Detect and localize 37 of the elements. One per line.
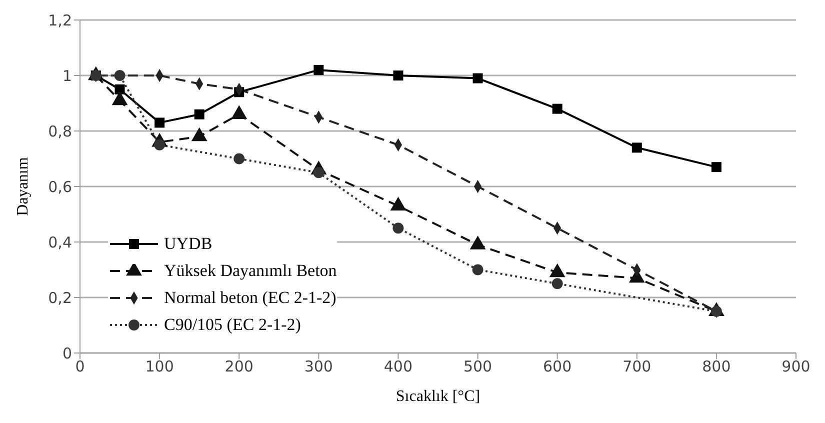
point: [552, 104, 562, 114]
y-axis-title: Dayanım: [14, 156, 32, 216]
x-tick-label: 700: [622, 358, 652, 376]
y-tick-label: 0,2: [48, 288, 72, 307]
x-tick-label: 800: [702, 358, 731, 376]
y-tick-label: 1,2: [48, 11, 72, 30]
point: [472, 73, 483, 84]
y-tick-label: 0,8: [48, 122, 72, 140]
y-tick-label: 0,6: [48, 178, 72, 196]
x-tick-label: 900: [782, 358, 810, 376]
y-tick-label: 0: [62, 344, 72, 362]
point: [114, 84, 125, 94]
point: [194, 109, 204, 120]
point: [154, 118, 165, 128]
point: [393, 70, 404, 80]
x-tick-label: 400: [384, 358, 413, 376]
legend-label: C90/105 (EC 2-1-2): [164, 314, 301, 334]
x-tick-label: 200: [224, 358, 254, 376]
y-tick-label: 1: [62, 66, 72, 85]
x-tick-label: 100: [145, 358, 174, 376]
x-tick-label: 0: [75, 358, 85, 376]
point: [711, 162, 722, 172]
legend-label: UYDB: [164, 234, 212, 254]
point: [552, 278, 563, 290]
point: [314, 64, 324, 75]
point: [114, 70, 126, 81]
point: [392, 222, 404, 234]
x-tick-label: 600: [543, 358, 572, 376]
legend-label: Yüksek Dayanımlı Beton: [164, 260, 337, 280]
x-axis-title: Sıcaklık [°C]: [396, 388, 480, 405]
point: [472, 264, 484, 276]
point: [234, 153, 245, 164]
x-tick-label: 300: [304, 358, 333, 376]
point: [632, 142, 642, 153]
y-tick-label: 0,4: [48, 233, 72, 252]
legend-label: Normal beton (EC 2-1-2): [164, 288, 336, 308]
x-tick-label: 500: [463, 358, 492, 376]
